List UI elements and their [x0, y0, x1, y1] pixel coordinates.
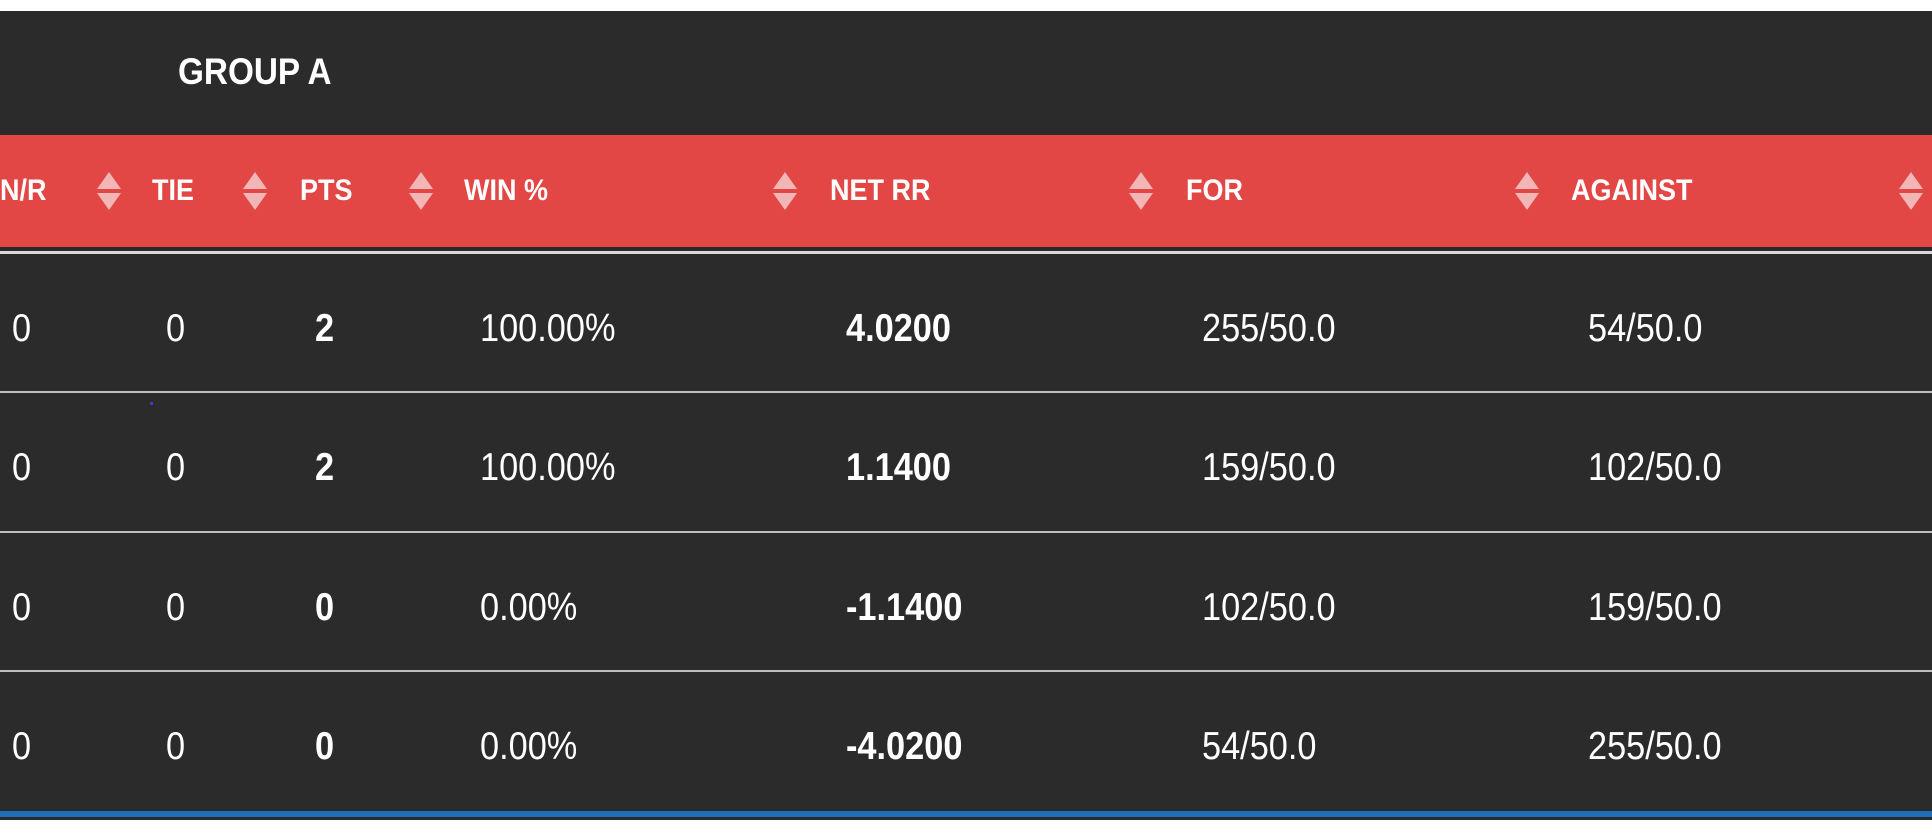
cell-for: 255/50.0 [1202, 307, 1336, 350]
cell-pts: 0 [315, 586, 335, 629]
cell-against: 54/50.0 [1588, 307, 1703, 350]
cell-pts: 2 [315, 446, 335, 489]
cell-tie: 0 [166, 446, 186, 489]
table-header: N/R TIE PTS WIN % NET RR FOR AGAINST [0, 135, 1932, 247]
cell-for: 54/50.0 [1202, 725, 1317, 768]
cell-for: 102/50.0 [1202, 586, 1336, 629]
cell-win-pct: 100.00% [480, 307, 616, 350]
bottom-accent-bar [0, 811, 1932, 817]
header-for-label: FOR [1186, 174, 1243, 207]
cell-nr: 0 [12, 307, 32, 350]
header-nr-label: N/R [0, 174, 47, 207]
sort-win-pct-icon[interactable] [772, 135, 798, 247]
table-row: 0 0 0 0.00% -4.0200 54/50.0 255/50.0 [0, 679, 1932, 815]
header-pts-label: PTS [300, 174, 353, 207]
row-divider [0, 391, 1932, 393]
cell-nr: 0 [12, 586, 32, 629]
cell-against: 102/50.0 [1588, 446, 1722, 489]
cell-net-rr: -1.1400 [846, 586, 963, 629]
header-nr[interactable]: N/R [0, 135, 52, 247]
header-tie[interactable]: TIE [152, 135, 199, 247]
cell-nr: 0 [12, 725, 32, 768]
header-divider [0, 251, 1932, 254]
cell-tie: 0 [166, 307, 186, 350]
table-row: 0 0 2 100.00% 1.1400 159/50.0 102/50.0 [0, 400, 1932, 536]
cell-tie: 0 [166, 725, 186, 768]
header-against[interactable]: AGAINST [1571, 135, 1706, 247]
sort-net-rr-icon[interactable] [1128, 135, 1154, 247]
cell-against: 255/50.0 [1588, 725, 1722, 768]
cell-win-pct: 0.00% [480, 725, 578, 768]
table-row: 0 0 0 0.00% -1.1400 102/50.0 159/50.0 [0, 540, 1932, 676]
sort-against-icon[interactable] [1898, 135, 1924, 247]
cell-net-rr: 1.1400 [846, 446, 951, 489]
cell-win-pct: 100.00% [480, 446, 616, 489]
cell-net-rr: 4.0200 [846, 307, 951, 350]
sort-pts-icon[interactable] [408, 135, 434, 247]
standings-panel: GROUP A N/R TIE PTS WIN % NET RR FOR AGA… [0, 11, 1932, 820]
cell-pts: 0 [315, 725, 335, 768]
header-net-rr[interactable]: NET RR [830, 135, 942, 247]
sort-for-icon[interactable] [1514, 135, 1540, 247]
cell-win-pct: 0.00% [480, 586, 578, 629]
cell-pts: 2 [315, 307, 335, 350]
header-net-rr-label: NET RR [830, 174, 931, 207]
cell-for: 159/50.0 [1202, 446, 1336, 489]
cell-tie: 0 [166, 586, 186, 629]
sort-nr-icon[interactable] [96, 135, 122, 247]
group-title: GROUP A [178, 51, 332, 92]
cell-net-rr: -4.0200 [846, 725, 963, 768]
cursor-dot [150, 402, 153, 405]
header-pts[interactable]: PTS [300, 135, 358, 247]
cell-against: 159/50.0 [1588, 586, 1722, 629]
cell-nr: 0 [12, 446, 32, 489]
header-for[interactable]: FOR [1186, 135, 1249, 247]
row-divider [0, 670, 1932, 672]
row-divider [0, 531, 1932, 533]
header-tie-label: TIE [152, 174, 195, 207]
sort-tie-icon[interactable] [242, 135, 268, 247]
table-row: 0 0 2 100.00% 4.0200 255/50.0 54/50.0 [0, 261, 1932, 397]
header-win-pct-label: WIN % [464, 174, 548, 207]
header-win-pct[interactable]: WIN % [464, 135, 557, 247]
header-against-label: AGAINST [1571, 174, 1693, 207]
